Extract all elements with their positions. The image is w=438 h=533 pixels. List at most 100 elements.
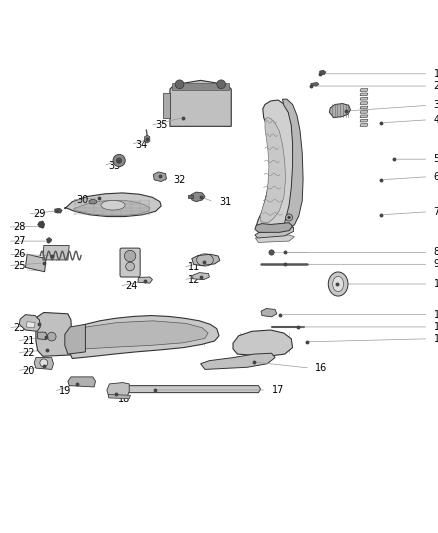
Text: 34: 34 xyxy=(136,140,148,150)
Polygon shape xyxy=(256,100,294,232)
Circle shape xyxy=(113,155,125,167)
Polygon shape xyxy=(360,88,368,91)
Polygon shape xyxy=(201,353,275,369)
Circle shape xyxy=(117,158,122,163)
Text: 11: 11 xyxy=(188,262,201,272)
Text: 9: 9 xyxy=(434,260,438,269)
Polygon shape xyxy=(43,246,69,260)
Text: 19: 19 xyxy=(59,386,71,397)
Polygon shape xyxy=(65,324,85,354)
Polygon shape xyxy=(360,93,368,96)
Circle shape xyxy=(175,80,184,88)
Text: 3: 3 xyxy=(434,100,438,110)
Text: 33: 33 xyxy=(109,161,121,171)
Ellipse shape xyxy=(101,200,125,210)
Text: 6: 6 xyxy=(434,172,438,182)
Circle shape xyxy=(126,262,134,271)
Text: 32: 32 xyxy=(173,175,185,185)
Text: 4: 4 xyxy=(434,115,438,125)
Polygon shape xyxy=(74,200,150,216)
Text: 20: 20 xyxy=(22,366,34,376)
Circle shape xyxy=(40,359,48,367)
Polygon shape xyxy=(107,383,129,397)
Polygon shape xyxy=(283,99,303,228)
Polygon shape xyxy=(329,103,350,118)
Circle shape xyxy=(269,250,274,255)
Text: 5: 5 xyxy=(434,154,438,164)
Polygon shape xyxy=(360,115,368,118)
Circle shape xyxy=(286,214,293,221)
Text: 14: 14 xyxy=(434,322,438,332)
Text: 25: 25 xyxy=(13,261,26,271)
Text: 24: 24 xyxy=(125,281,137,291)
Ellipse shape xyxy=(89,199,97,204)
Polygon shape xyxy=(233,330,293,356)
Ellipse shape xyxy=(333,276,344,292)
Text: 28: 28 xyxy=(13,222,25,232)
Text: 7: 7 xyxy=(434,207,438,217)
Polygon shape xyxy=(153,172,166,182)
Text: 35: 35 xyxy=(155,120,168,131)
Text: 26: 26 xyxy=(13,249,25,259)
Polygon shape xyxy=(360,110,368,113)
Text: 22: 22 xyxy=(22,348,35,358)
Polygon shape xyxy=(193,273,209,280)
Text: 30: 30 xyxy=(77,195,89,205)
Text: 29: 29 xyxy=(33,209,45,219)
Polygon shape xyxy=(360,124,368,126)
Text: 31: 31 xyxy=(219,197,231,207)
Polygon shape xyxy=(261,309,277,317)
Polygon shape xyxy=(110,386,261,393)
Polygon shape xyxy=(311,83,319,86)
Text: 10: 10 xyxy=(434,279,438,289)
Polygon shape xyxy=(172,83,229,90)
Polygon shape xyxy=(163,93,170,118)
Polygon shape xyxy=(188,195,193,198)
Polygon shape xyxy=(38,332,47,340)
Polygon shape xyxy=(138,277,152,283)
Text: 1: 1 xyxy=(434,69,438,79)
Text: 27: 27 xyxy=(13,236,26,246)
Polygon shape xyxy=(55,208,62,213)
Polygon shape xyxy=(34,358,53,369)
Polygon shape xyxy=(68,377,95,387)
Polygon shape xyxy=(255,223,293,232)
Polygon shape xyxy=(360,98,368,100)
Polygon shape xyxy=(75,321,208,349)
FancyBboxPatch shape xyxy=(120,248,140,277)
Polygon shape xyxy=(255,227,293,238)
Text: 12: 12 xyxy=(188,274,201,285)
Polygon shape xyxy=(192,254,220,265)
Circle shape xyxy=(217,80,226,88)
Text: 23: 23 xyxy=(13,323,25,333)
Polygon shape xyxy=(46,238,52,242)
Text: 8: 8 xyxy=(434,247,438,257)
Text: 16: 16 xyxy=(315,363,328,373)
Polygon shape xyxy=(255,235,294,243)
Polygon shape xyxy=(360,119,368,122)
Polygon shape xyxy=(260,118,286,223)
Polygon shape xyxy=(170,80,231,126)
Ellipse shape xyxy=(328,272,348,296)
Polygon shape xyxy=(145,135,150,143)
Text: 17: 17 xyxy=(272,385,284,395)
Polygon shape xyxy=(65,316,219,359)
Polygon shape xyxy=(360,106,368,109)
Circle shape xyxy=(47,332,56,341)
Polygon shape xyxy=(26,322,35,328)
Polygon shape xyxy=(109,394,131,399)
Circle shape xyxy=(124,251,136,262)
Polygon shape xyxy=(36,312,72,356)
Polygon shape xyxy=(25,254,46,272)
Text: 21: 21 xyxy=(22,336,34,346)
Polygon shape xyxy=(19,314,40,332)
Polygon shape xyxy=(320,70,326,75)
Text: 18: 18 xyxy=(118,394,131,404)
Polygon shape xyxy=(65,193,161,216)
Polygon shape xyxy=(38,221,45,228)
Polygon shape xyxy=(191,192,205,201)
Text: 15: 15 xyxy=(434,334,438,344)
Text: 2: 2 xyxy=(434,81,438,91)
Text: 13: 13 xyxy=(434,310,438,320)
Polygon shape xyxy=(360,102,368,104)
